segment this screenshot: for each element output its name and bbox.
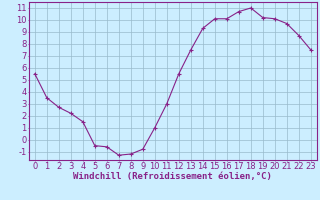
X-axis label: Windchill (Refroidissement éolien,°C): Windchill (Refroidissement éolien,°C) <box>73 172 272 181</box>
